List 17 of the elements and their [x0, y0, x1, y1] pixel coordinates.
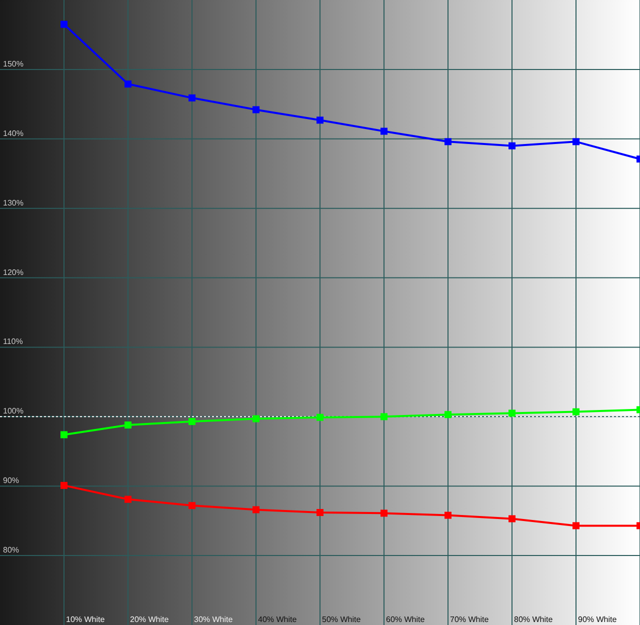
y-tick-label: 80%	[3, 546, 20, 555]
y-tick-label: 100%	[3, 406, 24, 416]
x-tick-label: 90% White	[578, 615, 618, 624]
y-tick-label: 90%	[3, 476, 20, 486]
x-tick-label: 30% White	[194, 615, 234, 624]
x-tick-label: 60% White	[386, 615, 426, 624]
y-tick-label: 120%	[3, 268, 24, 277]
x-tick-label: 50% White	[322, 615, 362, 624]
x-tick-label: 40% White	[258, 615, 298, 624]
y-tick-label: 150%	[3, 59, 24, 68]
x-tick-label: 80% White	[514, 615, 554, 624]
x-tick-label: 70% White	[450, 615, 490, 624]
x-tick-label: 10% White	[66, 615, 106, 624]
y-tick-label: 130%	[3, 198, 24, 208]
y-tick-label: 140%	[3, 128, 24, 138]
x-tick-label: 20% White	[130, 615, 170, 624]
y-tick-label: 110%	[3, 337, 23, 346]
